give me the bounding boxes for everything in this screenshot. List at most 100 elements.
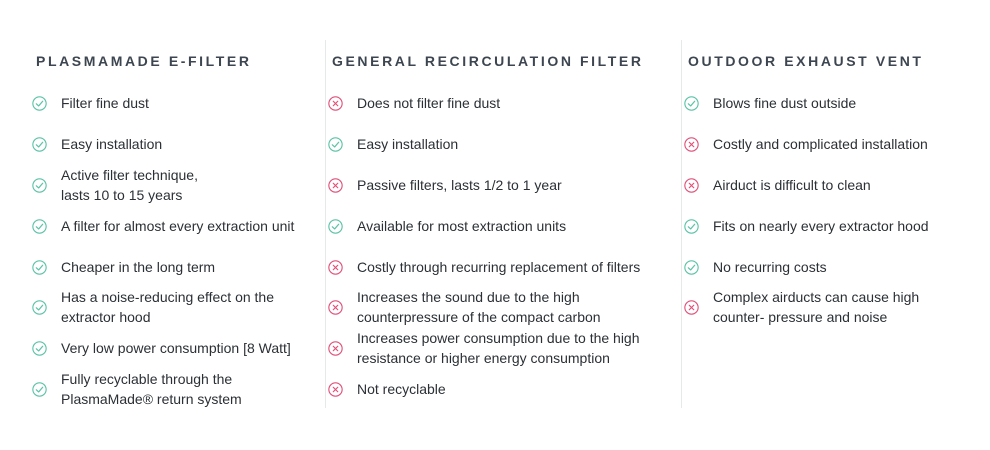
list-item-text: Blows fine dust outside bbox=[713, 93, 856, 113]
list-item: Does not filter fine dust bbox=[326, 83, 676, 123]
list-item-line: Increases power consumption due to the h… bbox=[357, 330, 640, 346]
list-item: Cheaper in the long term bbox=[30, 247, 320, 287]
list-item-line: Very low power consumption [8 Watt] bbox=[61, 340, 291, 356]
check-icon bbox=[32, 136, 47, 152]
column-divider bbox=[325, 40, 326, 408]
list-item-text: Has a noise-reducing effect on the extrac… bbox=[61, 287, 274, 327]
check-icon bbox=[32, 340, 47, 356]
cross-icon bbox=[328, 95, 343, 111]
list-item-line: Passive filters, lasts 1/2 to 1 year bbox=[357, 177, 562, 193]
list-item-text: A filter for almost every extraction uni… bbox=[61, 216, 294, 236]
list-item-line: Not recyclable bbox=[357, 381, 446, 397]
list-item-line: Complex airducts can cause high bbox=[713, 289, 920, 305]
list-item: A filter for almost every extraction uni… bbox=[30, 206, 320, 246]
list-item-line: Does not filter fine dust bbox=[357, 95, 501, 111]
check-icon bbox=[32, 299, 47, 315]
column-outdoor-exhaust-vent: OUTDOOR EXHAUST VENT Blows fine dust out… bbox=[682, 0, 982, 450]
cross-icon bbox=[328, 299, 343, 315]
list-item-text: Airduct is difficult to clean bbox=[713, 175, 871, 195]
list-item: Easy installation bbox=[326, 124, 676, 164]
list-item: Available for most extraction units bbox=[326, 206, 676, 246]
list-item-text: Very low power consumption [8 Watt] bbox=[61, 338, 291, 358]
list-item-text: Not recyclable bbox=[357, 379, 446, 399]
list-item-text: No recurring costs bbox=[713, 257, 827, 277]
list-item-line: Costly through recurring replacement of … bbox=[357, 259, 641, 275]
list-item-text: Increases power consumption due to the h… bbox=[357, 328, 640, 368]
list-item-line: Has a noise-reducing effect on the bbox=[61, 289, 274, 305]
list-item-line: Cheaper in the long term bbox=[61, 259, 216, 275]
list-item-line: resistance or higher energy consumption bbox=[357, 350, 610, 366]
cross-icon bbox=[328, 177, 343, 193]
check-icon bbox=[328, 218, 343, 234]
list-item-line: Available for most extraction units bbox=[357, 218, 567, 234]
list-item-text: Easy installation bbox=[357, 134, 458, 154]
list-item-text: Available for most extraction units bbox=[357, 216, 566, 236]
check-icon bbox=[32, 95, 47, 111]
list-item-text: Easy installation bbox=[61, 134, 162, 154]
list-item: Complex airducts can cause high counter- … bbox=[682, 287, 982, 327]
check-icon bbox=[32, 381, 47, 397]
list-item: Active filter technique, lasts 10 to 15 y… bbox=[30, 165, 320, 205]
check-icon bbox=[684, 95, 699, 111]
check-icon bbox=[684, 259, 699, 275]
list-item-line: Costly and complicated installation bbox=[713, 136, 928, 152]
list-item: Airduct is difficult to clean bbox=[682, 165, 982, 205]
column-title: OUTDOOR EXHAUST VENT bbox=[688, 53, 924, 69]
list-item-text: Costly through recurring replacement of … bbox=[357, 257, 640, 277]
list-item-line: counter- pressure and noise bbox=[713, 309, 888, 325]
list-item-text: Complex airducts can cause high counter- … bbox=[713, 287, 919, 327]
check-icon bbox=[684, 218, 699, 234]
check-icon bbox=[32, 177, 47, 193]
list-item: Not recyclable bbox=[326, 369, 676, 409]
check-icon bbox=[328, 136, 343, 152]
list-item: Blows fine dust outside bbox=[682, 83, 982, 123]
list-item-line: Active filter technique, bbox=[61, 167, 198, 183]
list-item: Costly through recurring replacement of … bbox=[326, 247, 676, 287]
cross-icon bbox=[684, 136, 699, 152]
list-item-line: No recurring costs bbox=[713, 259, 827, 275]
list-item-line: extractor hood bbox=[61, 309, 151, 325]
list-item-text: Does not filter fine dust bbox=[357, 93, 500, 113]
check-icon bbox=[32, 259, 47, 275]
list-item-text: Cheaper in the long term bbox=[61, 257, 215, 277]
list-item: Passive filters, lasts 1/2 to 1 year bbox=[326, 165, 676, 205]
list-item-text: Increases the sound due to the high count… bbox=[357, 287, 601, 327]
list-item: Increases the sound due to the high count… bbox=[326, 287, 676, 327]
list-item-text: Costly and complicated installation bbox=[713, 134, 928, 154]
column-divider bbox=[681, 40, 682, 408]
cross-icon bbox=[328, 259, 343, 275]
list-item-line: counterpressure of the compact carbon bbox=[357, 309, 601, 325]
list-item-text: Fully recyclable through the PlasmaMade® … bbox=[61, 369, 242, 409]
list-item: Has a noise-reducing effect on the extrac… bbox=[30, 287, 320, 327]
column-title: PLASMAMADE E-FILTER bbox=[36, 53, 252, 69]
list-item-line: Airduct is difficult to clean bbox=[713, 177, 871, 193]
list-item: Increases power consumption due to the h… bbox=[326, 328, 676, 368]
column-title: GENERAL RECIRCULATION FILTER bbox=[332, 53, 644, 69]
list-item: No recurring costs bbox=[682, 247, 982, 287]
check-icon bbox=[32, 218, 47, 234]
cross-icon bbox=[328, 340, 343, 356]
list-item-text: Passive filters, lasts 1/2 to 1 year bbox=[357, 175, 562, 195]
list-item-line: Easy installation bbox=[61, 136, 163, 152]
list-item: Very low power consumption [8 Watt] bbox=[30, 328, 320, 368]
list-item: Filter fine dust bbox=[30, 83, 320, 123]
list-item: Easy installation bbox=[30, 124, 320, 164]
list-item-line: Easy installation bbox=[357, 136, 459, 152]
list-item: Fully recyclable through the PlasmaMade® … bbox=[30, 369, 320, 409]
list-item-line: Filter fine dust bbox=[61, 95, 149, 111]
list-item-line: PlasmaMade® return system bbox=[61, 391, 242, 407]
list-item-line: Fits on nearly every extractor hood bbox=[713, 218, 929, 234]
list-item-line: A filter for almost every extraction uni… bbox=[61, 218, 295, 234]
list-item-line: Blows fine dust outside bbox=[713, 95, 857, 111]
list-item-text: Fits on nearly every extractor hood bbox=[713, 216, 929, 236]
cross-icon bbox=[684, 177, 699, 193]
list-item-line: Increases the sound due to the high bbox=[357, 289, 580, 305]
list-item-text: Active filter technique, lasts 10 to 15 y… bbox=[61, 165, 198, 205]
list-item-text: Filter fine dust bbox=[61, 93, 149, 113]
list-item-line: Fully recyclable through the bbox=[61, 371, 233, 387]
list-item: Fits on nearly every extractor hood bbox=[682, 206, 982, 246]
list-item: Costly and complicated installation bbox=[682, 124, 982, 164]
column-plasmamade-e-filter: PLASMAMADE E-FILTER Filter fine dust Easy… bbox=[30, 0, 320, 450]
cross-icon bbox=[328, 381, 343, 397]
column-general-recirculation-filter: GENERAL RECIRCULATION FILTER Does not fi… bbox=[326, 0, 676, 450]
